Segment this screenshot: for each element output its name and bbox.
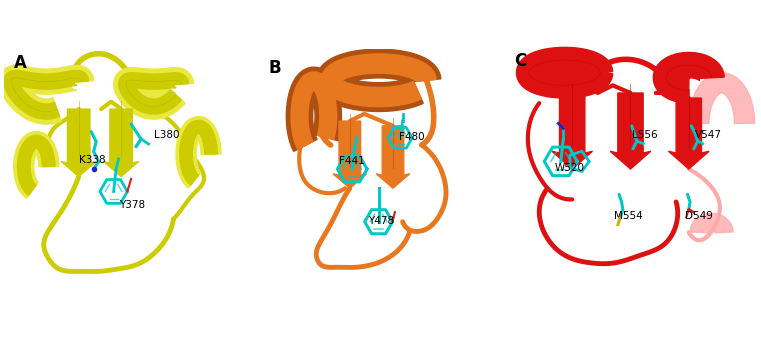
Polygon shape <box>321 54 436 107</box>
Polygon shape <box>689 73 755 124</box>
Polygon shape <box>0 66 94 124</box>
Text: Y378: Y378 <box>119 200 145 210</box>
Polygon shape <box>176 117 221 188</box>
FancyArrow shape <box>103 109 139 176</box>
Polygon shape <box>14 131 59 198</box>
Text: D549: D549 <box>685 211 713 221</box>
Polygon shape <box>517 47 613 98</box>
Text: L380: L380 <box>154 130 179 140</box>
Text: A: A <box>14 54 27 72</box>
Polygon shape <box>4 70 88 119</box>
Polygon shape <box>690 213 733 233</box>
Text: K338: K338 <box>78 155 105 165</box>
Polygon shape <box>180 120 217 185</box>
Polygon shape <box>113 68 193 119</box>
Text: C: C <box>514 52 526 70</box>
Text: B: B <box>269 59 281 77</box>
FancyArrow shape <box>668 98 709 169</box>
Polygon shape <box>18 135 55 195</box>
FancyArrow shape <box>61 109 96 176</box>
Polygon shape <box>653 52 724 103</box>
FancyArrow shape <box>552 93 593 169</box>
Text: F441: F441 <box>339 155 365 166</box>
Text: Y478: Y478 <box>368 216 394 225</box>
Text: F480: F480 <box>399 131 425 142</box>
FancyArrow shape <box>333 121 367 188</box>
FancyArrow shape <box>376 126 409 188</box>
Polygon shape <box>119 73 189 114</box>
Polygon shape <box>291 72 336 149</box>
Text: M554: M554 <box>614 211 643 221</box>
Polygon shape <box>286 67 342 151</box>
Polygon shape <box>317 49 441 112</box>
FancyArrow shape <box>610 93 651 169</box>
Text: V547: V547 <box>695 130 722 140</box>
Text: L556: L556 <box>632 130 658 140</box>
Text: W520: W520 <box>555 163 584 173</box>
